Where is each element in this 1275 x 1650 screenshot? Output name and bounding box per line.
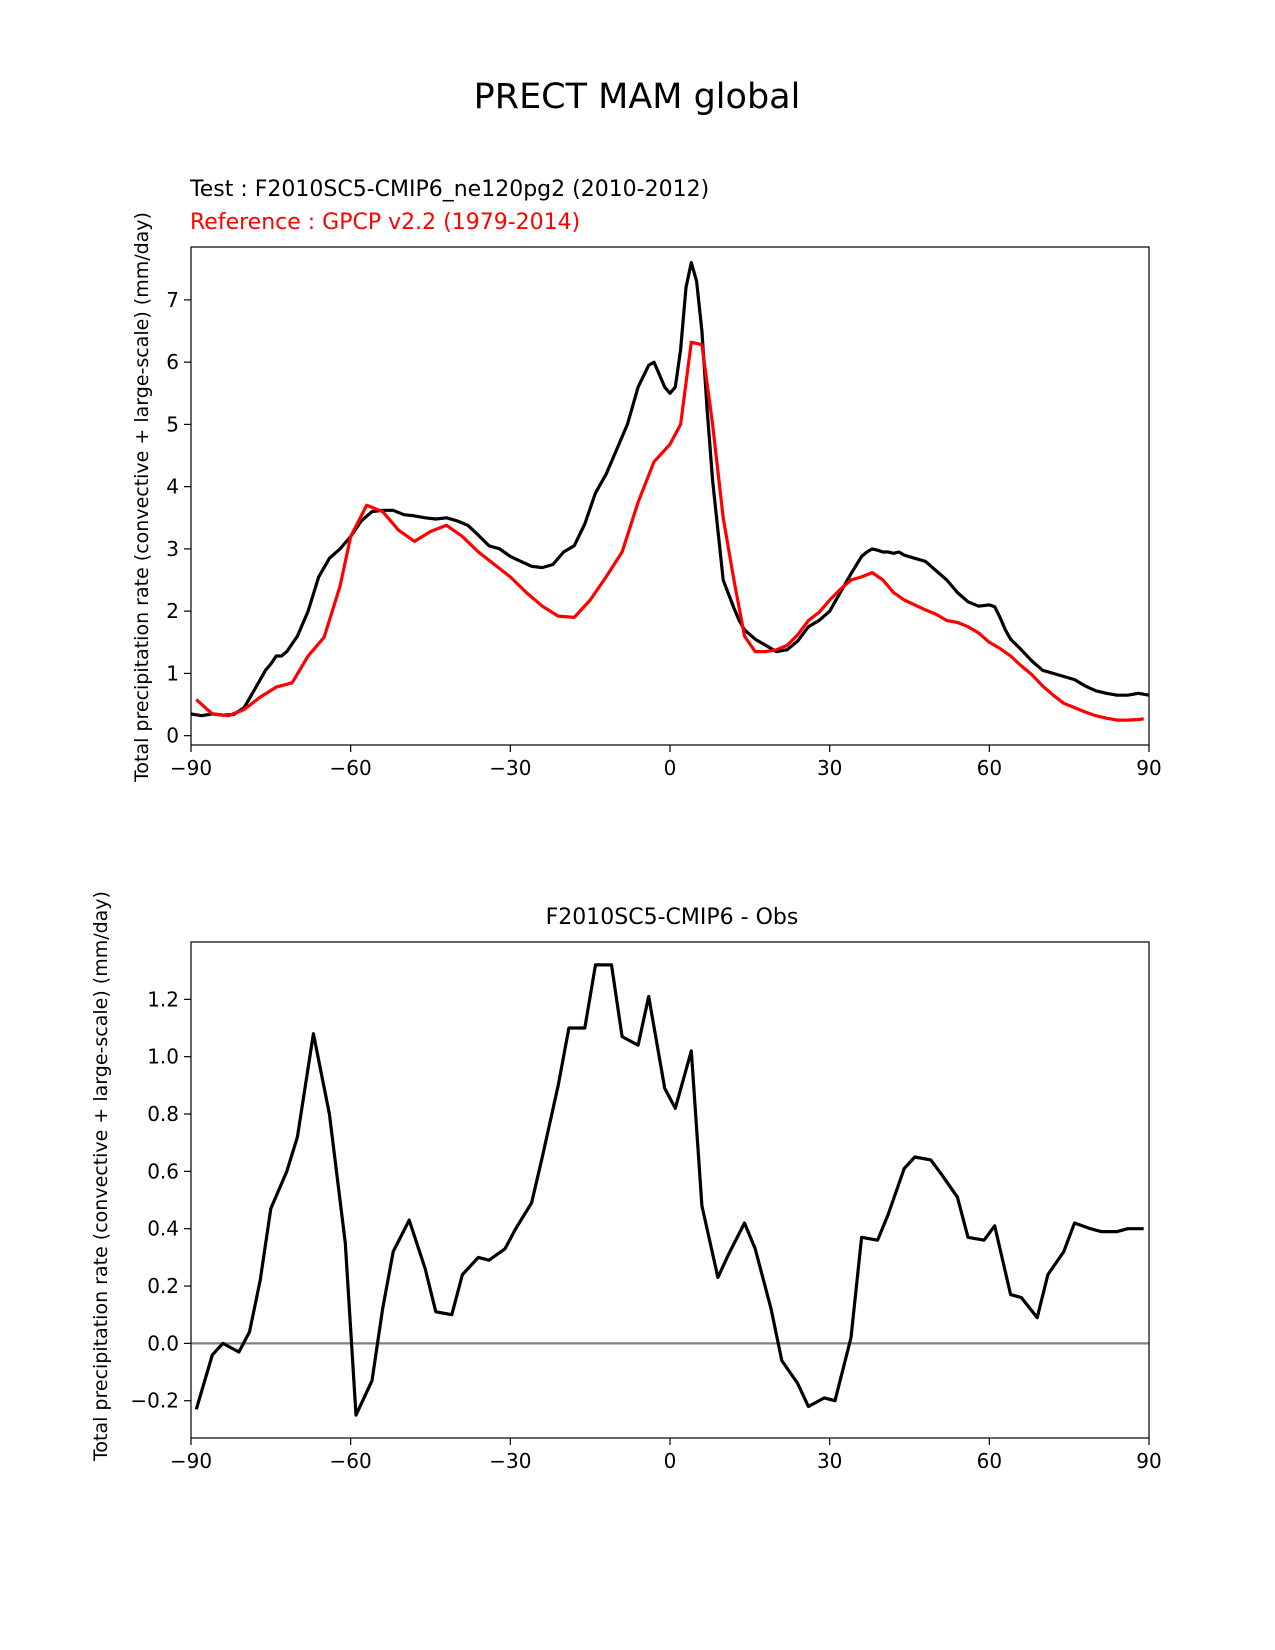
bottom-ytick-label-7: 1.2 xyxy=(147,987,179,1011)
bottom-ytick-label-4: 0.6 xyxy=(147,1159,179,1183)
top-ytick-label-2: 2 xyxy=(166,599,179,623)
top-ytick-label-5: 5 xyxy=(166,412,179,436)
test-label: Test : F2010SC5-CMIP6_ne120pg2 (2010-201… xyxy=(189,177,709,202)
bottom-xtick-label-0: −90 xyxy=(170,1449,212,1473)
top-xtick-label-4: 30 xyxy=(817,756,842,780)
figure-title: PRECT MAM global xyxy=(474,77,801,117)
top-ytick-label-0: 0 xyxy=(166,724,179,748)
bottom-plot-frame xyxy=(190,941,1150,1439)
top-series-group xyxy=(190,261,1150,722)
bottom-ytick-label-1: 0.0 xyxy=(147,1331,179,1355)
top-ytick-label-6: 6 xyxy=(166,350,179,374)
top-ticks-group: −90 −60 −30 0 30 60 90 0 1 2 3 4 5 6 7 xyxy=(166,288,1161,780)
top-ytick-label-7: 7 xyxy=(166,288,179,312)
bottom-panel: F2010SC5-CMIP6 - Obs Total precipitation… xyxy=(90,891,1162,1473)
bottom-ytick-label-0: −0.2 xyxy=(130,1389,179,1413)
top-ytick-label-3: 3 xyxy=(166,537,179,561)
top-xtick-label-0: −90 xyxy=(170,756,212,780)
reference-label: Reference : GPCP v2.2 (1979-2014) xyxy=(190,210,580,235)
top-panel: Test : F2010SC5-CMIP6_ne120pg2 (2010-201… xyxy=(131,177,1162,783)
top-xtick-label-1: −60 xyxy=(330,756,372,780)
bottom-ylabel: Total precipitation rate (convective + l… xyxy=(90,891,112,1462)
bottom-xtick-label-2: −30 xyxy=(489,1449,531,1473)
top-xtick-label-6: 90 xyxy=(1136,756,1161,780)
bottom-xtick-label-3: 0 xyxy=(664,1449,677,1473)
bottom-xtick-label-4: 30 xyxy=(817,1449,842,1473)
bottom-xtick-label-6: 90 xyxy=(1136,1449,1161,1473)
top-ytick-label-4: 4 xyxy=(166,475,179,499)
bottom-ytick-label-2: 0.2 xyxy=(147,1274,179,1298)
bottom-ytick-label-3: 0.4 xyxy=(147,1217,179,1241)
bottom-ticks-group: −90 −60 −30 0 30 60 90 −0.2 0.0 0.2 0.4 0.6 0.8 1.0 1.… xyxy=(130,987,1161,1473)
bottom-ytick-label-6: 1.0 xyxy=(147,1045,179,1069)
top-series-1 xyxy=(195,340,1144,722)
top-xtick-label-3: 0 xyxy=(664,756,677,780)
top-ytick-label-1: 1 xyxy=(166,661,179,685)
top-plot-frame xyxy=(190,246,1150,746)
bottom-series-group xyxy=(191,963,1149,1417)
bottom-series-0 xyxy=(194,963,1144,1417)
top-xtick-label-5: 60 xyxy=(977,756,1002,780)
bottom-ytick-label-5: 0.8 xyxy=(147,1102,179,1126)
top-series-0 xyxy=(190,261,1150,718)
top-xtick-label-2: −30 xyxy=(489,756,531,780)
bottom-xtick-label-1: −60 xyxy=(330,1449,372,1473)
bottom-title: F2010SC5-CMIP6 - Obs xyxy=(546,905,799,930)
bottom-xtick-label-5: 60 xyxy=(977,1449,1002,1473)
top-ylabel: Total precipitation rate (convective + l… xyxy=(131,212,153,783)
